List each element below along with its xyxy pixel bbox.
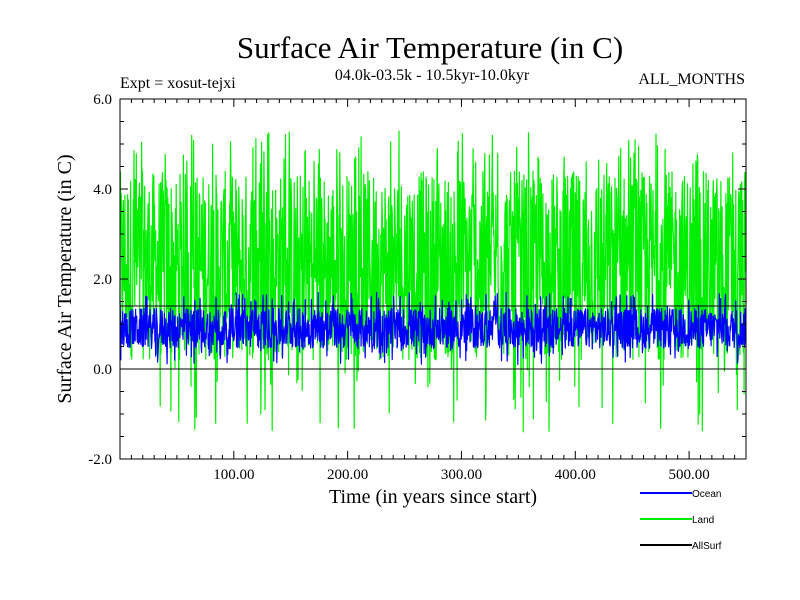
x-tick-label: 100.00 bbox=[213, 467, 254, 483]
subtitle-center: 04.0k-03.5k - 10.5kyr-10.0kyr bbox=[335, 67, 530, 84]
series-line-ocean bbox=[119, 291, 747, 366]
legend-label-land: Land bbox=[692, 515, 714, 526]
plot-area bbox=[119, 130, 747, 433]
x-tick-label: 300.00 bbox=[441, 467, 482, 483]
y-tick-label: -2.0 bbox=[88, 452, 112, 468]
y-tick-label: 6.0 bbox=[93, 92, 112, 108]
x-tick-label: 400.00 bbox=[555, 467, 596, 483]
legend: Ocean Land AllSurf bbox=[640, 489, 722, 552]
subtitle-right: ALL_MONTHS bbox=[638, 71, 745, 88]
subtitle-left: Expt = xosut-tejxi bbox=[120, 75, 236, 92]
chart-title: Surface Air Temperature (in C) bbox=[237, 30, 623, 65]
legend-label-ocean: Ocean bbox=[692, 489, 721, 500]
x-tick-label: 200.00 bbox=[327, 467, 368, 483]
legend-label-allsurf: AllSurf bbox=[692, 541, 722, 552]
y-tick-label: 0.0 bbox=[93, 362, 112, 378]
y-axis-label: Surface Air Temperature (in C) bbox=[54, 154, 76, 403]
series-line-land bbox=[119, 130, 747, 433]
x-axis-label: Time (in years since start) bbox=[329, 486, 537, 508]
axis-ticks: -2.0 0.0 2.0 4.0 6.0 100.00 200.00 300.00 400.00… bbox=[88, 92, 746, 483]
x-tick-label: 500.00 bbox=[668, 467, 709, 483]
y-tick-label: 2.0 bbox=[93, 272, 112, 288]
y-tick-label: 4.0 bbox=[93, 182, 112, 198]
